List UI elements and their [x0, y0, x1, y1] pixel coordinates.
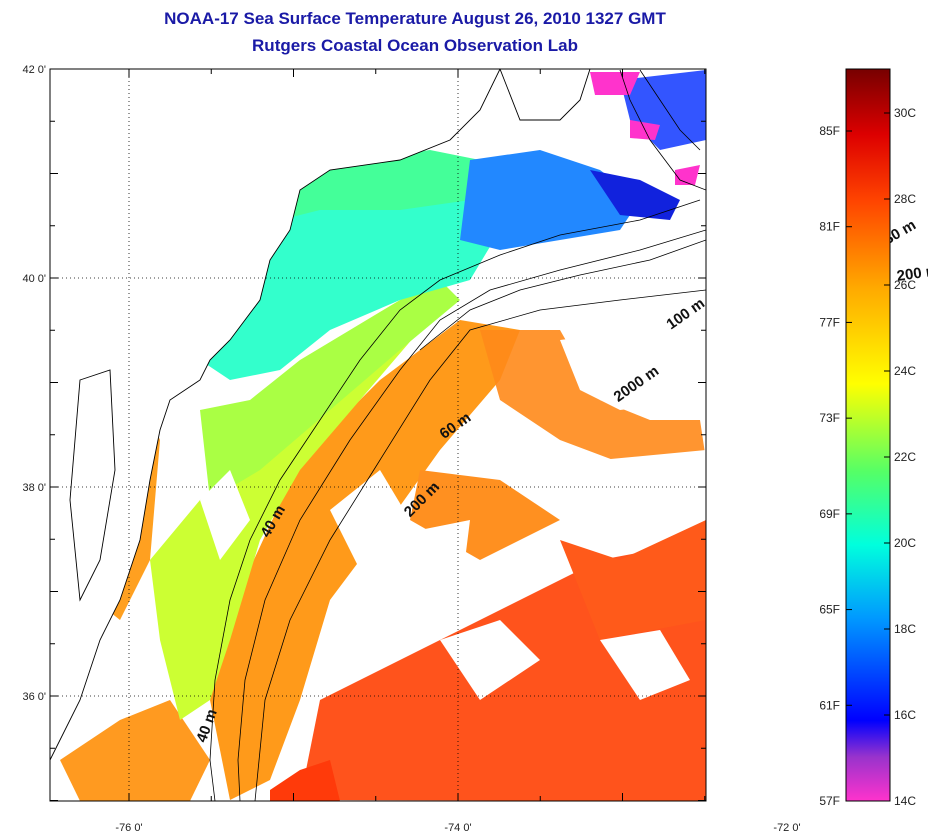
lon-tick-label: -74 0' [444, 822, 471, 832]
colorbar-ticks [846, 112, 890, 802]
colorbar-c-label: 28C [894, 192, 916, 206]
lat-tick-label: 42 0' [22, 64, 46, 76]
colorbar-f-label: 77F [819, 315, 840, 329]
sst-imagery [50, 69, 706, 801]
frame-ticks [50, 68, 706, 801]
colorbar-c-label: 20C [894, 536, 916, 550]
graticule [50, 69, 706, 801]
colorbar-c-label: 24C [894, 364, 916, 378]
lon-tick-label: -76 0' [115, 822, 142, 832]
longitude-labels: -76 0'-74 0'-72 0'-70 0' [115, 822, 800, 832]
lat-tick-label: 38 0' [22, 482, 46, 494]
colorbar-c-label: 26C [894, 278, 916, 292]
coastline [50, 69, 591, 761]
colorbar-f-label: 57F [819, 794, 840, 808]
colorbar-c-label: 18C [894, 622, 916, 636]
colorbar-f-label: 73F [819, 411, 840, 425]
colorbar [845, 68, 891, 802]
contour-label: 200 m [896, 262, 928, 285]
colorbar-c-label: 22C [894, 450, 916, 464]
colorbar-c-label: 16C [894, 708, 916, 722]
colorbar-f-label: 81F [819, 220, 840, 234]
lon-tick-label: -72 0' [773, 822, 800, 832]
colorbar-f-label: 85F [819, 124, 840, 138]
colorbar-f-label: 65F [819, 603, 840, 617]
lat-tick-label: 36 0' [22, 691, 46, 703]
map-title: NOAA-17 Sea Surface Temperature August 2… [164, 9, 666, 28]
colorbar-fahrenheit-labels: 85F 81F 77F 73F 69F 65F 61F 57F [819, 124, 840, 808]
latitude-labels: 42 0' 40 0' 38 0' 36 0' [22, 64, 46, 703]
map-subtitle: Rutgers Coastal Ocean Observation Lab [252, 36, 578, 55]
colorbar-f-label: 69F [819, 507, 840, 521]
colorbar-celsius-labels: 30C 28C 26C 24C 22C 20C 18C 16C 14C [894, 106, 916, 808]
bathymetry-contours [209, 69, 706, 801]
colorbar-c-label: 30C [894, 106, 916, 120]
lat-tick-label: 40 0' [22, 273, 46, 285]
colorbar-f-label: 61F [819, 698, 840, 712]
colorbar-c-label: 14C [894, 794, 916, 808]
